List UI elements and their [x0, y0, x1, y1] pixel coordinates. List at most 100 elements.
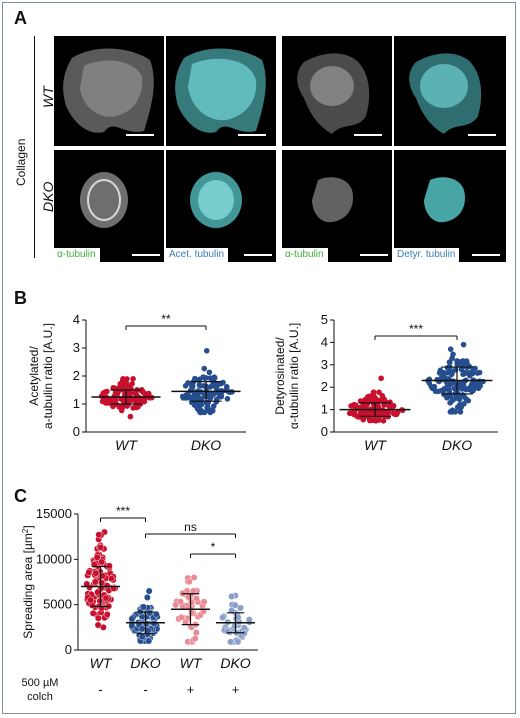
y-tick-label: 2: [321, 379, 328, 394]
data-point: [231, 622, 239, 630]
data-point: [98, 558, 106, 566]
data-point: [127, 413, 134, 420]
data-point: [182, 618, 190, 626]
x-tick-label: WT: [180, 655, 203, 671]
data-point: [177, 613, 185, 621]
y-tick-label: 4: [321, 334, 328, 349]
data-point: [143, 594, 151, 601]
data-point: [138, 633, 146, 641]
data-point: [376, 389, 382, 396]
data-point: [442, 375, 448, 382]
data-point: [139, 386, 145, 393]
data-point: [124, 376, 130, 382]
data-point: [185, 578, 193, 586]
data-point: [99, 572, 107, 580]
data-point: [191, 635, 199, 642]
data-point: [206, 369, 213, 376]
data-point: [93, 554, 101, 561]
treatment-value: +: [232, 682, 240, 697]
y-tick-label: 10000: [36, 551, 72, 566]
data-point: [100, 398, 107, 404]
data-point: [94, 614, 102, 622]
data-point: [473, 384, 480, 391]
data-point: [451, 395, 458, 402]
micrograph-wt-alpha-tubulin-2: [282, 36, 392, 146]
data-point: [231, 601, 239, 609]
data-point: [190, 587, 197, 595]
treatment-value: +: [187, 682, 195, 697]
data-point: [114, 389, 121, 396]
data-point: [185, 390, 191, 397]
data-point: [454, 404, 461, 411]
micrograph-wt-detyr-tubulin: [394, 36, 506, 146]
data-point: [460, 341, 467, 348]
data-point: [369, 398, 375, 405]
micrograph-dko-acet-tubulin: Acet. tubulin: [166, 150, 276, 262]
data-point: [194, 405, 201, 412]
data-point: [97, 543, 105, 551]
data-point: [198, 408, 205, 414]
x-tick-label: DKO: [191, 437, 221, 453]
data-point: [458, 366, 465, 373]
significance-label: ***: [409, 322, 423, 336]
data-point: [208, 392, 215, 399]
x-tick-label: WT: [364, 437, 387, 453]
data-point: [110, 403, 116, 410]
data-point: [140, 603, 147, 611]
treatment-value: -: [143, 682, 147, 697]
data-point: [197, 383, 203, 389]
data-point: [435, 388, 442, 395]
data-point: [203, 348, 210, 354]
data-point: [123, 380, 130, 387]
data-point: [236, 604, 244, 612]
chart-detyrosinated-ratio: 0 1 2 3 4 5 WT DKO Detyrosinated/α-tubulin ratio…: [273, 312, 498, 453]
y-tick-label: 0: [65, 642, 72, 657]
data-point: [185, 380, 191, 386]
data-point: [234, 613, 242, 621]
data-point: [94, 588, 102, 596]
data-point: [360, 416, 367, 423]
data-point: [105, 398, 112, 405]
y-tick-label: 1: [321, 402, 328, 417]
data-point: [210, 403, 217, 409]
collagen-divider: [34, 36, 35, 258]
caption-alpha-tubulin: α-tubulin: [54, 248, 100, 262]
collagen-label: Collagen: [14, 138, 28, 186]
data-point: [393, 411, 400, 417]
chart-acetylated-ratio: 0 1 2 3 4 WT DKO Acetylated/a-tubulin ratio [A.…: [27, 312, 246, 453]
y-tick-label: 5: [321, 312, 328, 327]
data-point: [234, 638, 242, 646]
y-tick-label: 0: [321, 424, 328, 439]
scale-bar: [132, 254, 160, 256]
data-point: [449, 355, 455, 362]
data-point: [227, 638, 234, 646]
data-point: [434, 376, 441, 383]
data-point: [213, 382, 220, 389]
data-point: [85, 568, 93, 576]
data-point: [381, 397, 387, 404]
data-point: [102, 389, 109, 395]
data-point: [92, 569, 100, 577]
x-tick-label: DKO: [220, 655, 250, 671]
data-point: [386, 403, 392, 410]
caption-alpha-tubulin-2: α-tubulin: [282, 248, 328, 262]
data-point: [103, 611, 111, 618]
caption-detyr-tubulin: Detyr. tubulin: [394, 248, 460, 262]
data-point: [426, 380, 433, 386]
x-tick-label: DKO: [130, 655, 160, 671]
panel-label-c: C: [14, 486, 27, 506]
y-axis-label: Detyrosinated/α-tubulin ratio [A.U.]: [273, 323, 301, 429]
scale-bar: [244, 254, 272, 256]
data-point: [447, 359, 453, 366]
data-point: [218, 380, 224, 387]
data-point: [449, 380, 456, 386]
data-point: [201, 365, 208, 372]
panel-label-b: B: [14, 288, 27, 308]
chart-spreading-area: 0 5000 10000 15000 WT DKO WT DKO Spreading area …: [21, 504, 258, 703]
data-point: [138, 625, 146, 633]
data-point: [447, 409, 454, 415]
data-point: [95, 531, 103, 539]
y-axis-label: Acetylated/a-tubulin ratio [A.U.]: [27, 323, 55, 429]
data-point: [466, 363, 472, 370]
y-tick-label: 5000: [43, 597, 72, 612]
